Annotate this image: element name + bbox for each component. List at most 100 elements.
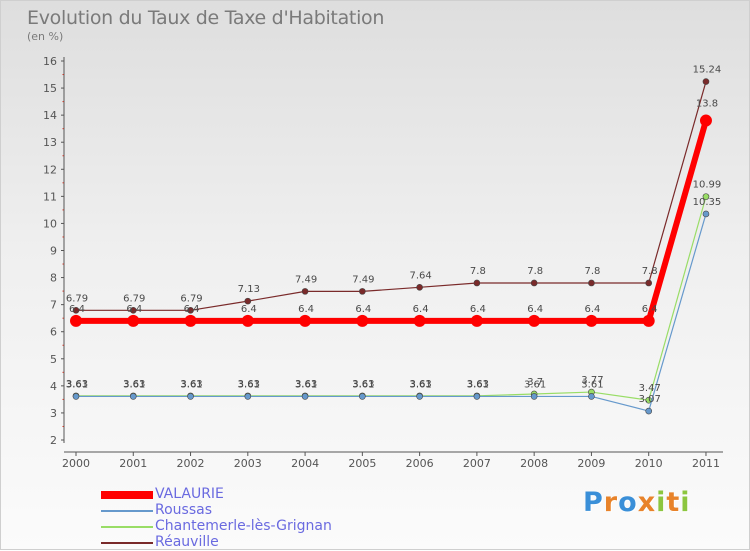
y-tick-label: 4 <box>50 380 57 393</box>
data-label-roussas: 3.61 <box>467 379 489 390</box>
data-point-roussas <box>301 393 309 400</box>
logo-letter: r <box>603 487 619 518</box>
data-label-roussas: 3.61 <box>352 379 374 390</box>
data-point-valaurie <box>299 314 312 327</box>
data-label-chantemerle-les-grignan: 3.63 <box>467 379 489 390</box>
data-label-reauville: 7.13 <box>238 284 260 295</box>
data-point-reauville <box>530 279 538 287</box>
data-point-valaurie <box>528 314 541 327</box>
data-point-reauville <box>301 288 309 295</box>
legend-swatch <box>101 526 153 528</box>
data-label-chantemerle-les-grignan: 3.7 <box>527 377 543 388</box>
data-point-roussas <box>359 393 366 400</box>
data-labels-layer: 6.4 6.4 6.4 6.4 6.4 6.4 6.4 6.4 6.4 6.4 6.4 13.8 3.6… <box>66 65 721 405</box>
data-label-reauville: 6.79 <box>123 293 145 304</box>
y-tick-label: 7 <box>50 299 57 312</box>
legend-label: Chantemerle-lès-Grignan <box>155 518 332 534</box>
x-tick-label: 2000 <box>62 457 90 470</box>
x-tick-label: 2003 <box>234 457 262 470</box>
data-point-reauville <box>244 297 252 305</box>
y-tick-label: 8 <box>50 272 57 285</box>
data-label-reauville: 7.8 <box>642 266 658 277</box>
x-tick-label: 2009 <box>577 457 605 470</box>
legend-label: VALAURIE <box>155 486 224 502</box>
data-point-roussas <box>129 393 137 400</box>
x-tick-label: 2004 <box>291 457 319 470</box>
data-label-reauville: 7.8 <box>470 266 486 277</box>
data-point-roussas <box>588 393 595 400</box>
x-tick-label: 2011 <box>692 457 720 470</box>
chart-title: Evolution du Taux de Taxe d'Habitation <box>27 7 385 29</box>
data-label-chantemerle-les-grignan: 3.63 <box>66 379 88 390</box>
data-label-roussas: 10.35 <box>693 197 722 208</box>
data-label-valaurie: 6.4 <box>355 304 371 315</box>
data-label-chantemerle-les-grignan: 3.63 <box>238 379 260 390</box>
data-label-roussas: 3.61 <box>180 379 202 390</box>
x-tick-label: 2007 <box>463 457 491 470</box>
y-tick-label: 13 <box>43 136 57 149</box>
proxiti-logo: Proxiti <box>583 487 691 518</box>
y-tick-label: 3 <box>50 407 57 420</box>
data-point-valaurie <box>699 114 712 127</box>
data-label-valaurie: 6.4 <box>413 304 429 315</box>
y-tick-label: 11 <box>43 190 57 203</box>
data-label-chantemerle-les-grignan: 10.99 <box>693 180 722 191</box>
data-label-roussas: 3.61 <box>524 379 546 390</box>
data-point-reauville <box>72 307 80 314</box>
data-point-reauville <box>702 78 710 85</box>
data-label-valaurie: 6.4 <box>241 304 257 315</box>
data-label-roussas: 3.07 <box>639 394 661 405</box>
data-label-chantemerle-les-grignan: 3.63 <box>352 379 374 390</box>
data-point-reauville <box>187 307 194 314</box>
legend-swatch <box>101 542 153 544</box>
data-label-roussas: 3.61 <box>409 379 431 390</box>
logo-letter: i <box>656 487 667 518</box>
data-label-valaurie: 6.4 <box>184 304 200 315</box>
data-label-reauville: 7.64 <box>409 270 431 281</box>
series-line-roussas <box>76 213 707 412</box>
data-label-valaurie: 6.4 <box>126 304 142 315</box>
legend-swatch <box>101 491 153 499</box>
data-point-roussas <box>645 407 653 415</box>
y-tick-label: 15 <box>43 82 57 95</box>
x-tick-label: 2005 <box>348 457 376 470</box>
data-point-roussas <box>702 210 710 218</box>
data-label-chantemerle-les-grignan: 3.77 <box>581 375 603 386</box>
data-label-chantemerle-les-grignan: 3.63 <box>180 379 202 390</box>
data-point-reauville <box>645 279 653 287</box>
data-label-valaurie: 13.8 <box>696 99 718 110</box>
data-point-roussas <box>187 393 194 400</box>
data-point-roussas <box>244 393 252 400</box>
data-point-valaurie <box>184 314 197 327</box>
data-label-roussas: 3.61 <box>66 379 88 390</box>
data-label-reauville: 6.79 <box>180 293 202 304</box>
x-tick-label: 2010 <box>635 457 663 470</box>
x-tick-label: 2002 <box>177 457 205 470</box>
chart-axes: 2 3 4 5 6 7 8 9 10 11 12 13 14 15 16 2000 2001 2002 2003 20… <box>43 55 723 470</box>
data-label-chantemerle-les-grignan: 3.63 <box>295 379 317 390</box>
data-point-reauville <box>588 279 595 287</box>
logo-letter: t <box>666 487 681 518</box>
data-label-valaurie: 6.4 <box>642 304 658 315</box>
data-point-valaurie <box>585 314 598 327</box>
y-tick-label: 16 <box>43 55 57 68</box>
data-label-roussas: 3.61 <box>123 379 145 390</box>
data-label-chantemerle-les-grignan: 3.63 <box>409 379 431 390</box>
data-label-reauville: 7.8 <box>527 266 543 277</box>
data-label-reauville: 7.49 <box>352 274 374 285</box>
data-point-reauville <box>416 284 423 291</box>
data-point-reauville <box>473 279 481 287</box>
data-label-reauville: 6.79 <box>66 293 88 304</box>
data-point-roussas <box>72 393 80 400</box>
data-point-valaurie <box>356 314 369 327</box>
legend-label: Réauville <box>155 534 219 550</box>
y-tick-label: 12 <box>43 163 57 176</box>
data-point-valaurie <box>70 314 82 327</box>
data-point-reauville <box>129 307 137 314</box>
logo-letter: o <box>618 487 638 518</box>
data-point-roussas <box>530 393 538 400</box>
data-label-valaurie: 6.4 <box>298 304 314 315</box>
data-point-roussas <box>473 393 481 400</box>
